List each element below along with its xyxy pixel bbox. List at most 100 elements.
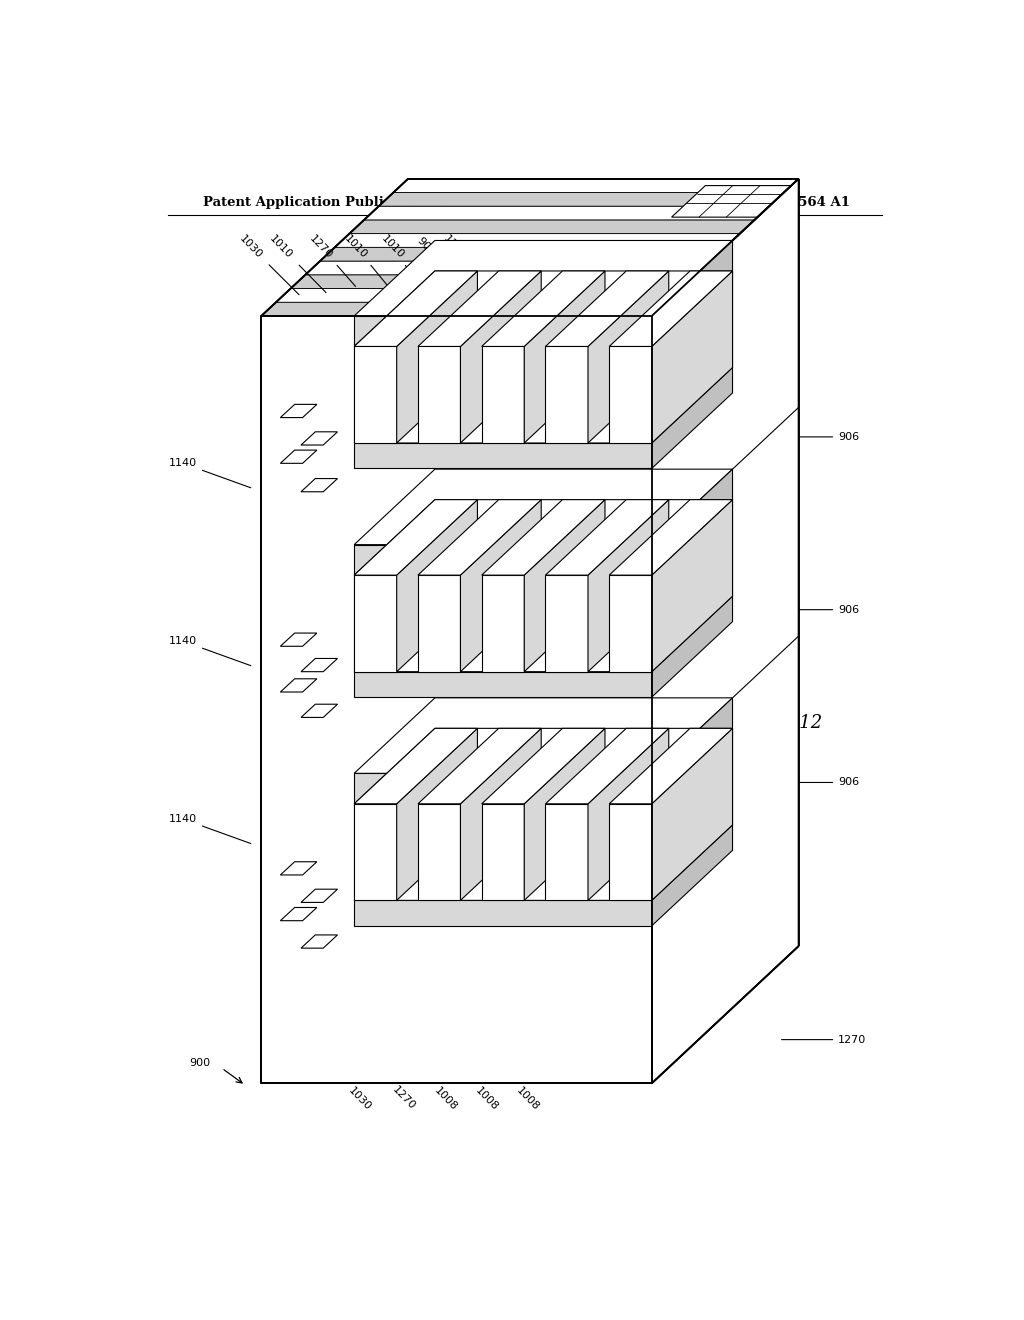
Polygon shape — [301, 479, 338, 492]
Text: 1270: 1270 — [307, 234, 355, 286]
Polygon shape — [354, 346, 396, 444]
Polygon shape — [546, 729, 669, 804]
Polygon shape — [652, 469, 732, 576]
Polygon shape — [652, 729, 732, 900]
Polygon shape — [291, 275, 696, 289]
Polygon shape — [672, 186, 792, 218]
Polygon shape — [281, 404, 316, 417]
Polygon shape — [301, 704, 338, 718]
Polygon shape — [281, 450, 316, 463]
Polygon shape — [609, 576, 652, 672]
Polygon shape — [652, 729, 732, 900]
Polygon shape — [281, 634, 316, 647]
Polygon shape — [652, 597, 732, 697]
Polygon shape — [354, 444, 652, 469]
Polygon shape — [652, 178, 799, 1084]
Polygon shape — [354, 576, 652, 672]
Polygon shape — [546, 346, 588, 444]
Polygon shape — [354, 576, 396, 672]
Text: Aug. 30, 2012  Sheet 12 of 21: Aug. 30, 2012 Sheet 12 of 21 — [384, 195, 602, 209]
Polygon shape — [652, 271, 732, 444]
Polygon shape — [418, 576, 461, 672]
Polygon shape — [609, 271, 732, 346]
Polygon shape — [354, 271, 477, 346]
Polygon shape — [281, 678, 316, 692]
Polygon shape — [396, 271, 477, 444]
Text: 906: 906 — [781, 605, 859, 615]
Text: 1010: 1010 — [379, 234, 420, 286]
Polygon shape — [396, 500, 477, 672]
Polygon shape — [261, 178, 799, 315]
Text: 1008: 1008 — [515, 1078, 542, 1113]
Polygon shape — [481, 729, 605, 804]
Text: 1270: 1270 — [781, 1035, 866, 1044]
Polygon shape — [354, 271, 732, 346]
Polygon shape — [461, 500, 542, 672]
Polygon shape — [418, 346, 461, 444]
Polygon shape — [276, 289, 681, 302]
Polygon shape — [349, 220, 755, 234]
Polygon shape — [546, 804, 588, 900]
Text: 904: 904 — [415, 236, 451, 286]
Text: 1140: 1140 — [169, 814, 251, 843]
Polygon shape — [261, 315, 652, 1084]
Text: 1010: 1010 — [268, 234, 326, 293]
Polygon shape — [354, 825, 732, 900]
Polygon shape — [652, 825, 732, 925]
Polygon shape — [546, 576, 588, 672]
Polygon shape — [365, 206, 769, 220]
Polygon shape — [588, 271, 669, 444]
Polygon shape — [305, 261, 711, 275]
Polygon shape — [354, 729, 732, 804]
Polygon shape — [609, 729, 732, 804]
Polygon shape — [301, 659, 338, 672]
Polygon shape — [354, 346, 652, 444]
Polygon shape — [481, 500, 605, 576]
Polygon shape — [354, 597, 732, 672]
Polygon shape — [652, 367, 732, 469]
Text: 906: 906 — [660, 277, 713, 317]
Polygon shape — [481, 271, 605, 346]
Text: 1270: 1270 — [391, 1078, 418, 1113]
Polygon shape — [354, 672, 652, 697]
Polygon shape — [301, 432, 338, 445]
Polygon shape — [609, 500, 732, 576]
Polygon shape — [481, 804, 524, 900]
Text: US 2012/0217564 A1: US 2012/0217564 A1 — [694, 195, 850, 209]
Polygon shape — [393, 178, 799, 193]
Polygon shape — [609, 346, 652, 444]
Polygon shape — [354, 315, 652, 346]
Polygon shape — [652, 240, 732, 346]
Text: 906: 906 — [781, 777, 859, 788]
Polygon shape — [301, 890, 338, 903]
Polygon shape — [418, 500, 542, 576]
Polygon shape — [379, 193, 784, 206]
Polygon shape — [354, 367, 732, 444]
Polygon shape — [418, 729, 542, 804]
Polygon shape — [652, 178, 799, 1084]
Text: 1030: 1030 — [238, 234, 299, 294]
Polygon shape — [261, 302, 667, 315]
Polygon shape — [524, 500, 605, 672]
Polygon shape — [354, 729, 477, 804]
Polygon shape — [321, 247, 725, 261]
Polygon shape — [354, 469, 732, 545]
Polygon shape — [588, 729, 669, 900]
Text: 1030: 1030 — [346, 1078, 373, 1113]
Text: 1008: 1008 — [432, 1078, 459, 1113]
Text: 1140: 1140 — [169, 636, 251, 665]
Polygon shape — [546, 271, 669, 346]
Polygon shape — [354, 240, 732, 315]
Polygon shape — [261, 315, 652, 1084]
Text: 1010: 1010 — [342, 234, 388, 286]
Polygon shape — [481, 346, 524, 444]
Polygon shape — [354, 500, 477, 576]
Polygon shape — [396, 729, 477, 900]
Polygon shape — [354, 500, 732, 576]
Text: 1270: 1270 — [441, 234, 479, 286]
Polygon shape — [481, 576, 524, 672]
Polygon shape — [301, 935, 338, 948]
Polygon shape — [652, 698, 732, 804]
Text: 1140: 1140 — [169, 458, 251, 488]
Polygon shape — [546, 500, 669, 576]
